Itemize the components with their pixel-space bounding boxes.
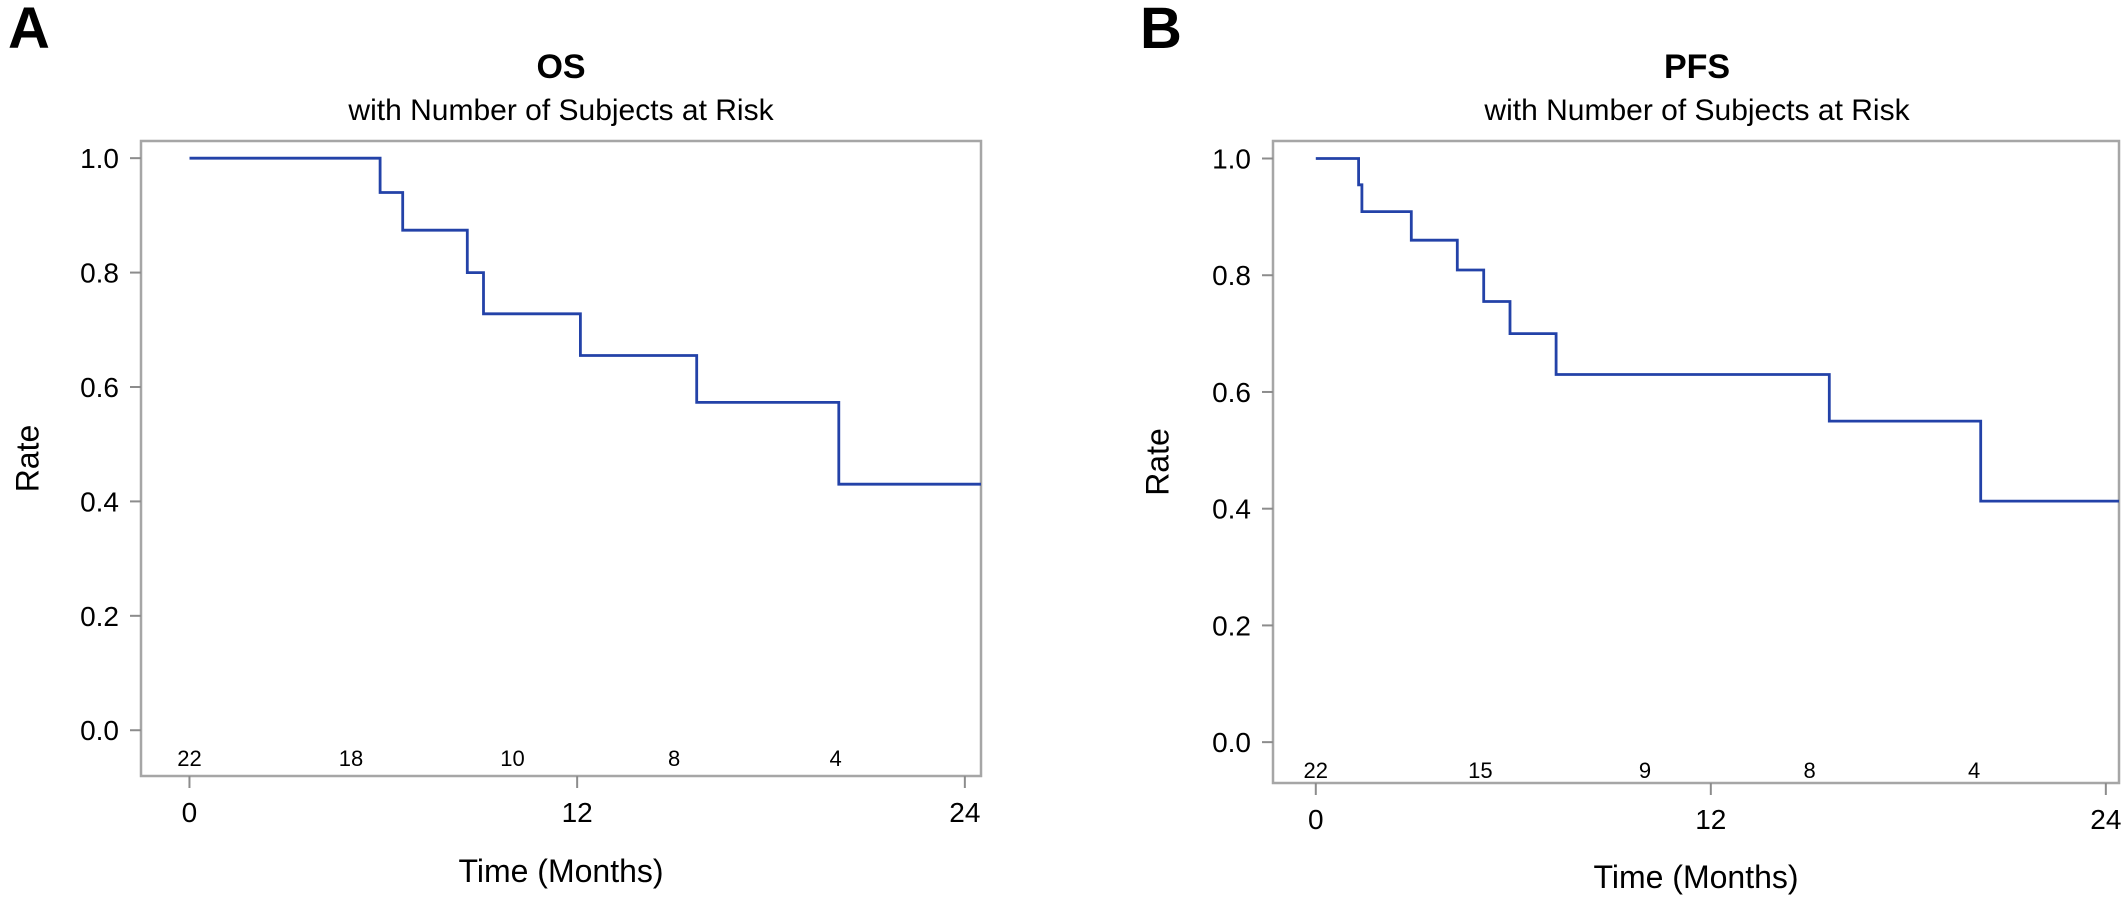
at-risk-count: 10 xyxy=(500,746,524,771)
at-risk-count: 9 xyxy=(1639,758,1651,783)
x-tick-label: 0 xyxy=(1308,804,1324,835)
y-tick-label: 0.0 xyxy=(80,715,119,746)
y-tick-label: 0.8 xyxy=(1212,260,1251,291)
y-tick-label: 0.4 xyxy=(80,486,119,517)
chart-title: OS xyxy=(536,48,585,86)
x-axis-label: Time (Months) xyxy=(458,853,663,889)
y-axis-label: Rate xyxy=(9,425,45,493)
y-tick-label: 0.2 xyxy=(1212,610,1251,641)
x-axis-label: Time (Months) xyxy=(1593,859,1798,895)
plot-frame xyxy=(1271,139,2121,785)
y-tick-label: 0.4 xyxy=(1212,494,1251,525)
chart-subtitle: with Number of Subjects at Risk xyxy=(347,94,774,127)
y-axis-label: Rate xyxy=(1139,428,1175,496)
at-risk-count: 4 xyxy=(1968,758,1980,783)
y-tick-label: 0.8 xyxy=(80,258,119,289)
at-risk-count: 22 xyxy=(177,746,201,771)
x-tick-label: 24 xyxy=(949,797,980,828)
survival-curve xyxy=(189,156,981,486)
y-tick-label: 0.2 xyxy=(80,601,119,632)
at-risk-count: 8 xyxy=(668,746,680,771)
at-risk-count: 15 xyxy=(1468,758,1492,783)
panel-letter: A xyxy=(8,0,50,61)
at-risk-count: 4 xyxy=(829,746,841,771)
y-tick-label: 0.6 xyxy=(80,372,119,403)
at-risk-count: 8 xyxy=(1803,758,1815,783)
y-tick-label: 1.0 xyxy=(1212,144,1251,175)
chart-subtitle: with Number of Subjects at Risk xyxy=(1483,94,1910,127)
y-tick-label: 0.0 xyxy=(1212,727,1251,758)
at-risk-count: 18 xyxy=(339,746,363,771)
chart-panel-b: B PFS with Number of Subjects at Risk 0.0 0.… xyxy=(1139,0,2121,895)
survival-curve xyxy=(1315,157,2119,503)
chart-panel-a: A OS with Number of Subjects at Risk 0.0 0.2… xyxy=(8,0,983,889)
plot-frame xyxy=(139,139,983,778)
x-tick-label: 12 xyxy=(562,797,593,828)
x-tick-label: 12 xyxy=(1695,804,1726,835)
y-tick-label: 1.0 xyxy=(80,143,119,174)
at-risk-count: 22 xyxy=(1304,758,1328,783)
chart-title: PFS xyxy=(1664,48,1730,86)
x-tick-label: 24 xyxy=(2090,804,2121,835)
y-tick-label: 0.6 xyxy=(1212,377,1251,408)
x-tick-label: 0 xyxy=(182,797,198,828)
panel-letter: B xyxy=(1140,0,1182,61)
